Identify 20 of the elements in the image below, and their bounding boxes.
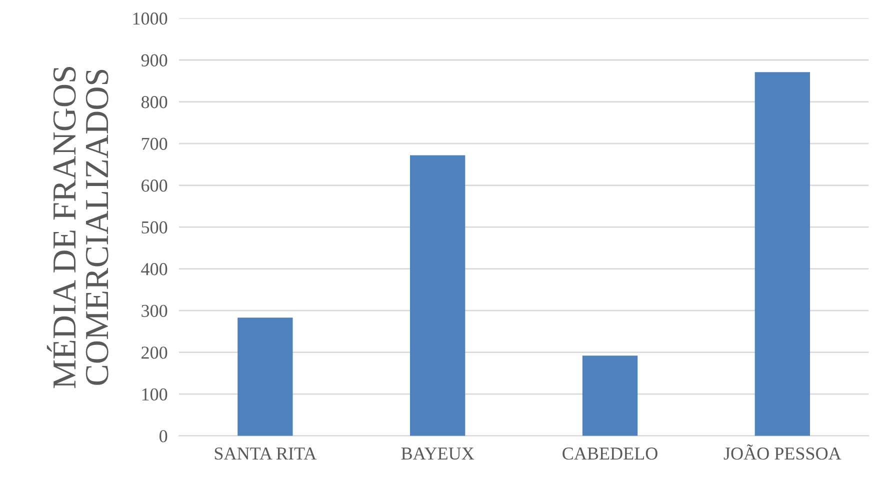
y-tick-label: 0 — [160, 430, 168, 442]
bar — [754, 72, 810, 436]
x-tick-label: BAYEUX — [401, 448, 474, 460]
y-tick-label: 700 — [142, 138, 168, 150]
y-tick-label: 100 — [142, 388, 168, 401]
y-tick-label: 300 — [142, 304, 168, 317]
y-tick-label: 900 — [141, 54, 168, 66]
y-tick-label: 500 — [142, 221, 168, 234]
x-tick-label: SANTA RITA — [214, 448, 317, 460]
y-tick-label: 200 — [142, 346, 168, 359]
x-tick-label: JOÃO PESSOA — [724, 444, 842, 460]
y-tick-label: 800 — [141, 96, 168, 108]
bar — [238, 318, 293, 436]
y-tick-label: 600 — [142, 180, 168, 192]
y-axis-title: MÉDIA DE FRANGOS COMERCIALIZADOS — [46, 67, 108, 388]
x-tick-label: CABEDELO — [562, 448, 658, 460]
bar — [410, 155, 466, 436]
y-tick-label: 400 — [141, 263, 168, 276]
y-tick-label: 1000 — [133, 12, 168, 25]
bar — [582, 356, 638, 436]
